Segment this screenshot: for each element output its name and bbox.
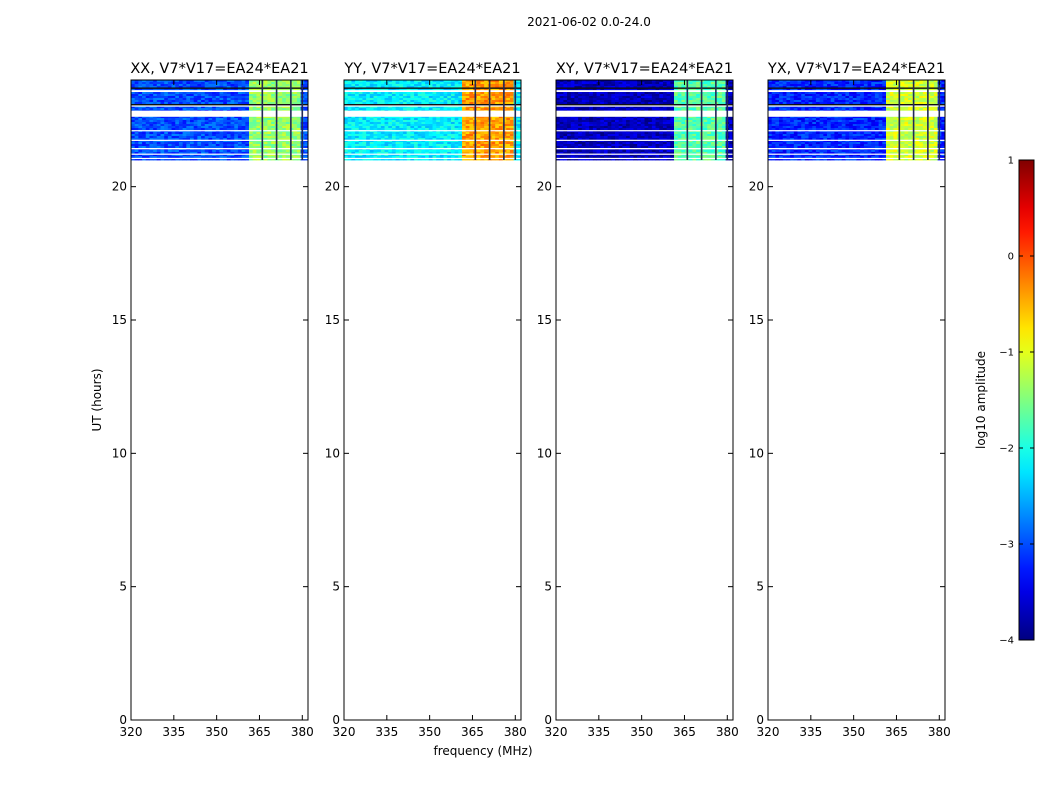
y-tick-label: 10 xyxy=(325,446,340,460)
y-tick-label: 20 xyxy=(749,180,764,194)
x-tick-label: 380 xyxy=(504,725,527,739)
figure-title: 2021-06-02 0.0-24.0 xyxy=(527,15,651,29)
y-tick-label: 15 xyxy=(112,313,127,327)
x-tick-label: 320 xyxy=(545,725,568,739)
y-tick-label: 15 xyxy=(325,313,340,327)
x-tick-label: 350 xyxy=(630,725,653,739)
x-tick-label: 380 xyxy=(291,725,314,739)
heatmap-cells xyxy=(131,80,308,161)
panel-3: XY, V7*V17=EA24*EA21 320 335 350 365 380 0 5 10 1… xyxy=(537,61,739,739)
panel-title: YY, V7*V17=EA24*EA21 xyxy=(343,61,520,77)
colorbar-tick-label: −4 xyxy=(999,636,1014,647)
panel-1: XX, V7*V17=EA24*EA21 320 335 350 365 380 0 5 10 1… xyxy=(112,61,314,739)
panel-frame xyxy=(130,79,309,721)
panel-title: YX, V7*V17=EA24*EA21 xyxy=(767,61,945,77)
y-tick-label: 20 xyxy=(537,180,552,194)
x-tick-label: 365 xyxy=(248,725,271,739)
x-tick-label: 365 xyxy=(673,725,696,739)
y-tick-label: 5 xyxy=(544,580,552,594)
x-tick-label: 365 xyxy=(461,725,484,739)
panel-2: YY, V7*V17=EA24*EA21 320 335 350 365 380 0 5 10 1… xyxy=(325,61,527,739)
y-tick-label: 20 xyxy=(112,180,127,194)
panel-frame xyxy=(343,79,522,721)
heatmap-cells xyxy=(768,80,945,161)
y-tick-label: 5 xyxy=(119,580,127,594)
panel-title: XY, V7*V17=EA24*EA21 xyxy=(556,61,733,77)
x-tick-label: 380 xyxy=(716,725,739,739)
colorbar-gradient xyxy=(1018,159,1035,641)
y-tick-label: 10 xyxy=(749,446,764,460)
panel-frame xyxy=(767,79,946,721)
colorbar-tick-label: 0 xyxy=(1008,252,1014,263)
colorbar-tick-label: −3 xyxy=(999,540,1014,551)
panel-frame xyxy=(555,79,734,721)
x-tick-label: 350 xyxy=(842,725,865,739)
colorbar-label: log10 amplitude xyxy=(974,351,988,449)
panel-title: XX, V7*V17=EA24*EA21 xyxy=(130,61,308,77)
panel-4: YX, V7*V17=EA24*EA21 320 335 350 365 380 0 5 10 1… xyxy=(749,61,951,739)
x-tick-label: 350 xyxy=(205,725,228,739)
y-tick-label: 5 xyxy=(332,580,340,594)
y-tick-label: 5 xyxy=(756,580,764,594)
x-tick-label: 350 xyxy=(418,725,441,739)
heatmap-cells xyxy=(556,80,733,161)
y-tick-label: 10 xyxy=(537,446,552,460)
x-tick-label: 365 xyxy=(885,725,908,739)
panels: XX, V7*V17=EA24*EA21 320 335 350 365 380 0 5 10 1… xyxy=(112,61,951,739)
heatmap-cells xyxy=(344,80,521,161)
x-tick-label: 335 xyxy=(162,725,185,739)
x-tick-label: 335 xyxy=(799,725,822,739)
y-tick-label: 0 xyxy=(756,713,764,727)
x-tick-label: 320 xyxy=(120,725,143,739)
y-tick-label: 0 xyxy=(332,713,340,727)
x-tick-label: 380 xyxy=(928,725,951,739)
colorbar-tick-label: −1 xyxy=(999,348,1014,359)
x-tick-label: 320 xyxy=(757,725,780,739)
x-tick-label: 320 xyxy=(333,725,356,739)
y-axis-label: UT (hours) xyxy=(90,368,104,431)
y-tick-label: 15 xyxy=(537,313,552,327)
y-tick-label: 0 xyxy=(119,713,127,727)
colorbar: 1 0 −1 −2 −3 −4 xyxy=(999,156,1035,647)
y-tick-label: 10 xyxy=(112,446,127,460)
y-tick-label: 0 xyxy=(544,713,552,727)
y-tick-label: 20 xyxy=(325,180,340,194)
colorbar-tick-label: −2 xyxy=(999,444,1014,455)
x-axis-label: frequency (MHz) xyxy=(433,744,532,758)
y-tick-label: 15 xyxy=(749,313,764,327)
colorbar-tick-label: 1 xyxy=(1008,156,1014,167)
x-tick-label: 335 xyxy=(587,725,610,739)
x-tick-label: 335 xyxy=(375,725,398,739)
